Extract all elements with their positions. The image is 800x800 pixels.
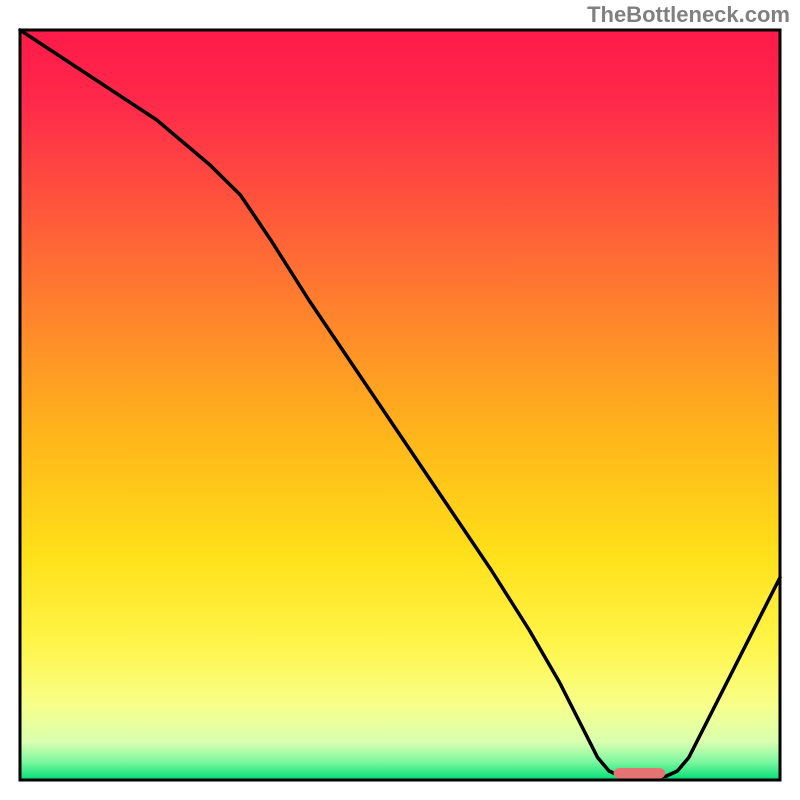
watermark-text: TheBottleneck.com — [587, 2, 790, 28]
plot-background — [20, 30, 780, 780]
bottleneck-chart — [0, 0, 800, 800]
optimal-marker — [614, 768, 666, 779]
chart-container: TheBottleneck.com — [0, 0, 800, 800]
